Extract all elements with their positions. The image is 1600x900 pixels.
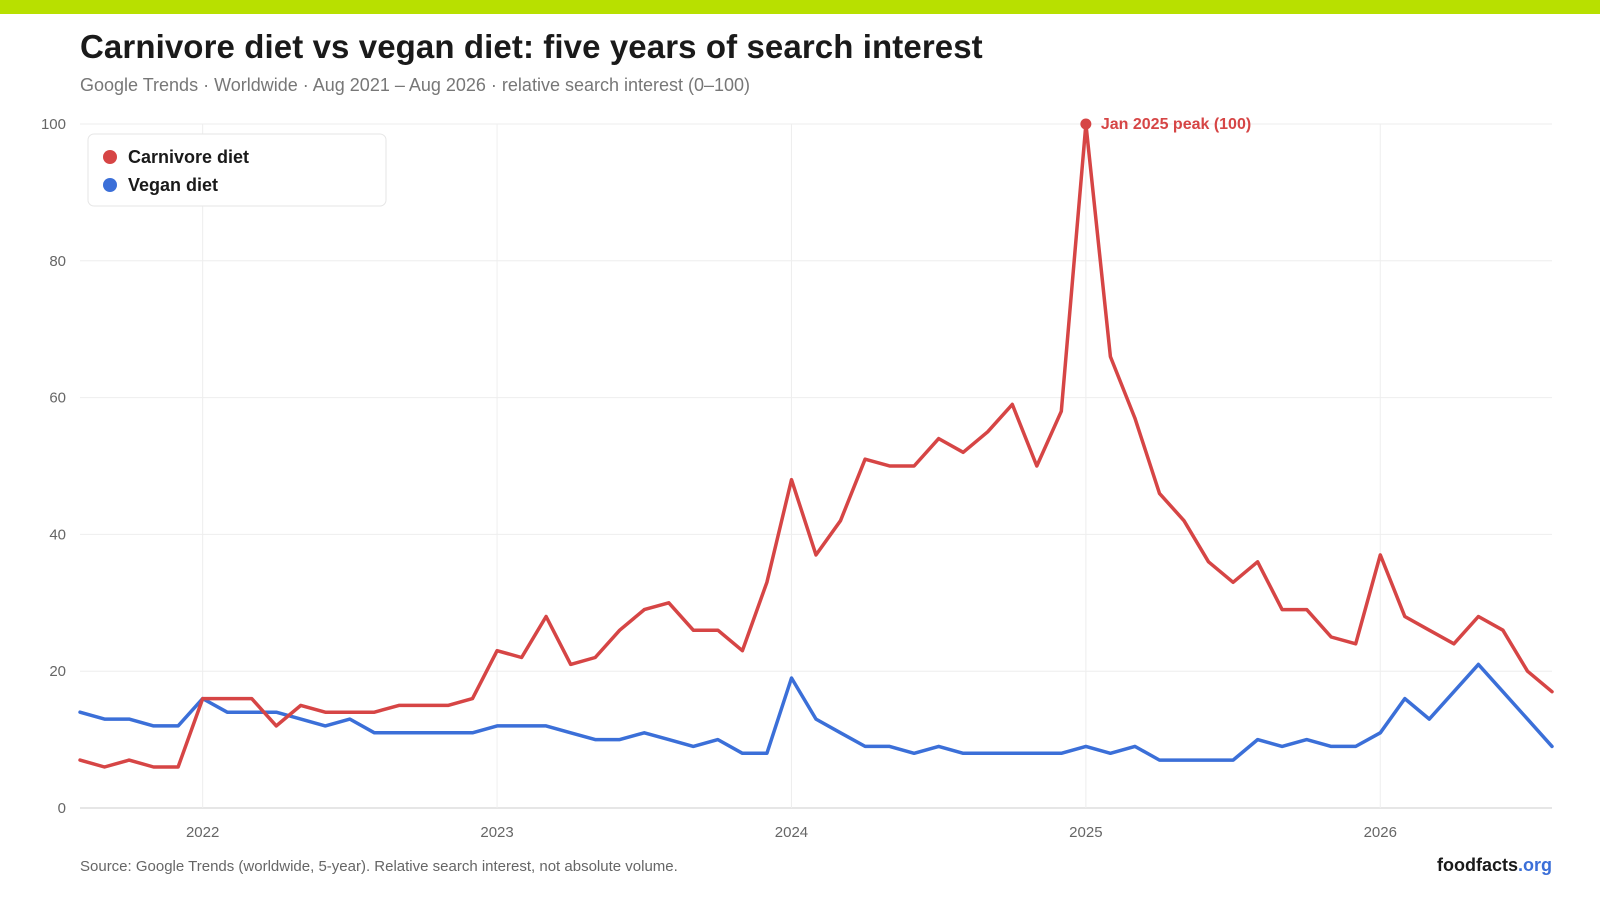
source-note: Source: Google Trends (worldwide, 5-year… xyxy=(80,858,678,875)
y-tick-label: 40 xyxy=(49,526,66,543)
y-tick-label: 80 xyxy=(49,253,66,270)
peak-marker xyxy=(1080,118,1092,130)
chart-title: Carnivore diet vs vegan diet: five years… xyxy=(80,28,983,65)
chart-subtitle: Google Trends · Worldwide · Aug 2021 – A… xyxy=(80,75,751,95)
y-tick-label: 60 xyxy=(49,390,66,407)
top-accent-bar xyxy=(0,0,1600,14)
x-tick-label: 2026 xyxy=(1364,824,1397,841)
legend-swatch xyxy=(103,178,117,192)
legend-label: Carnivore diet xyxy=(128,147,249,167)
legend-label: Vegan diet xyxy=(128,175,218,195)
legend-swatch xyxy=(103,150,117,164)
x-tick-label: 2023 xyxy=(480,824,513,841)
y-tick-label: 0 xyxy=(58,800,66,817)
brand-name: foodfacts xyxy=(1437,855,1518,875)
brand-logo: foodfacts.org xyxy=(1437,855,1552,876)
legend-box xyxy=(87,133,387,207)
peak-annotation: Jan 2025 peak (100) xyxy=(1101,116,1251,133)
series-line-carnivore-diet xyxy=(78,122,1554,769)
brand-tld: .org xyxy=(1518,855,1552,875)
y-tick-label: 20 xyxy=(49,663,66,680)
series-line-vegan-diet xyxy=(78,662,1554,762)
x-tick-label: 2022 xyxy=(186,824,219,841)
x-tick-label: 2024 xyxy=(775,824,808,841)
y-tick-label: 100 xyxy=(41,116,66,133)
x-tick-label: 2025 xyxy=(1069,824,1102,841)
